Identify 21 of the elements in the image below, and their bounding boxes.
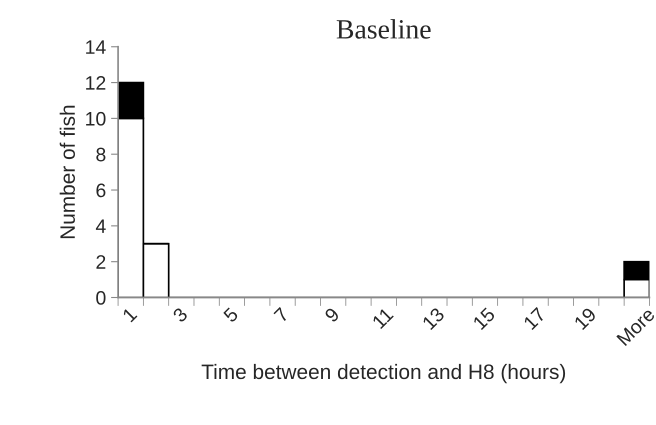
y-tick-label: 14 [86, 40, 106, 54]
y-axis-title: Number of fish [60, 106, 75, 238]
x-tick-label: 17 [523, 307, 546, 330]
x-tick-label: 13 [422, 306, 446, 330]
x-tick-label: 3 [172, 306, 188, 324]
x-tick-label: 7 [274, 307, 290, 323]
y-tick-label: 4 [96, 220, 106, 233]
y-tick-label: 6 [96, 184, 106, 198]
x-tick-label: 15 [472, 306, 496, 330]
x-tick-label: 9 [324, 306, 340, 323]
x-tick-label: 5 [222, 306, 239, 324]
y-tick-label: 12 [86, 76, 106, 90]
x-tick-label: 11 [372, 307, 394, 330]
y-tick-label: 2 [96, 255, 106, 269]
x-tick-label: 1 [122, 307, 138, 322]
x-axis-title: Time between detection and H8 (hours) [202, 364, 566, 384]
y-tick-label: 8 [96, 148, 106, 162]
x-tick-label: 19 [574, 306, 597, 330]
chart-title: Baseline [336, 19, 431, 39]
y-tick-label: 10 [86, 112, 106, 126]
y-tick-label: 0 [96, 290, 106, 305]
